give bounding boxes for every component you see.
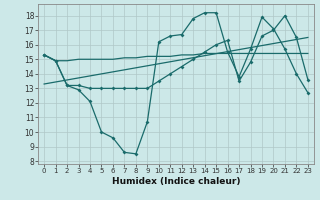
X-axis label: Humidex (Indice chaleur): Humidex (Indice chaleur) bbox=[112, 177, 240, 186]
